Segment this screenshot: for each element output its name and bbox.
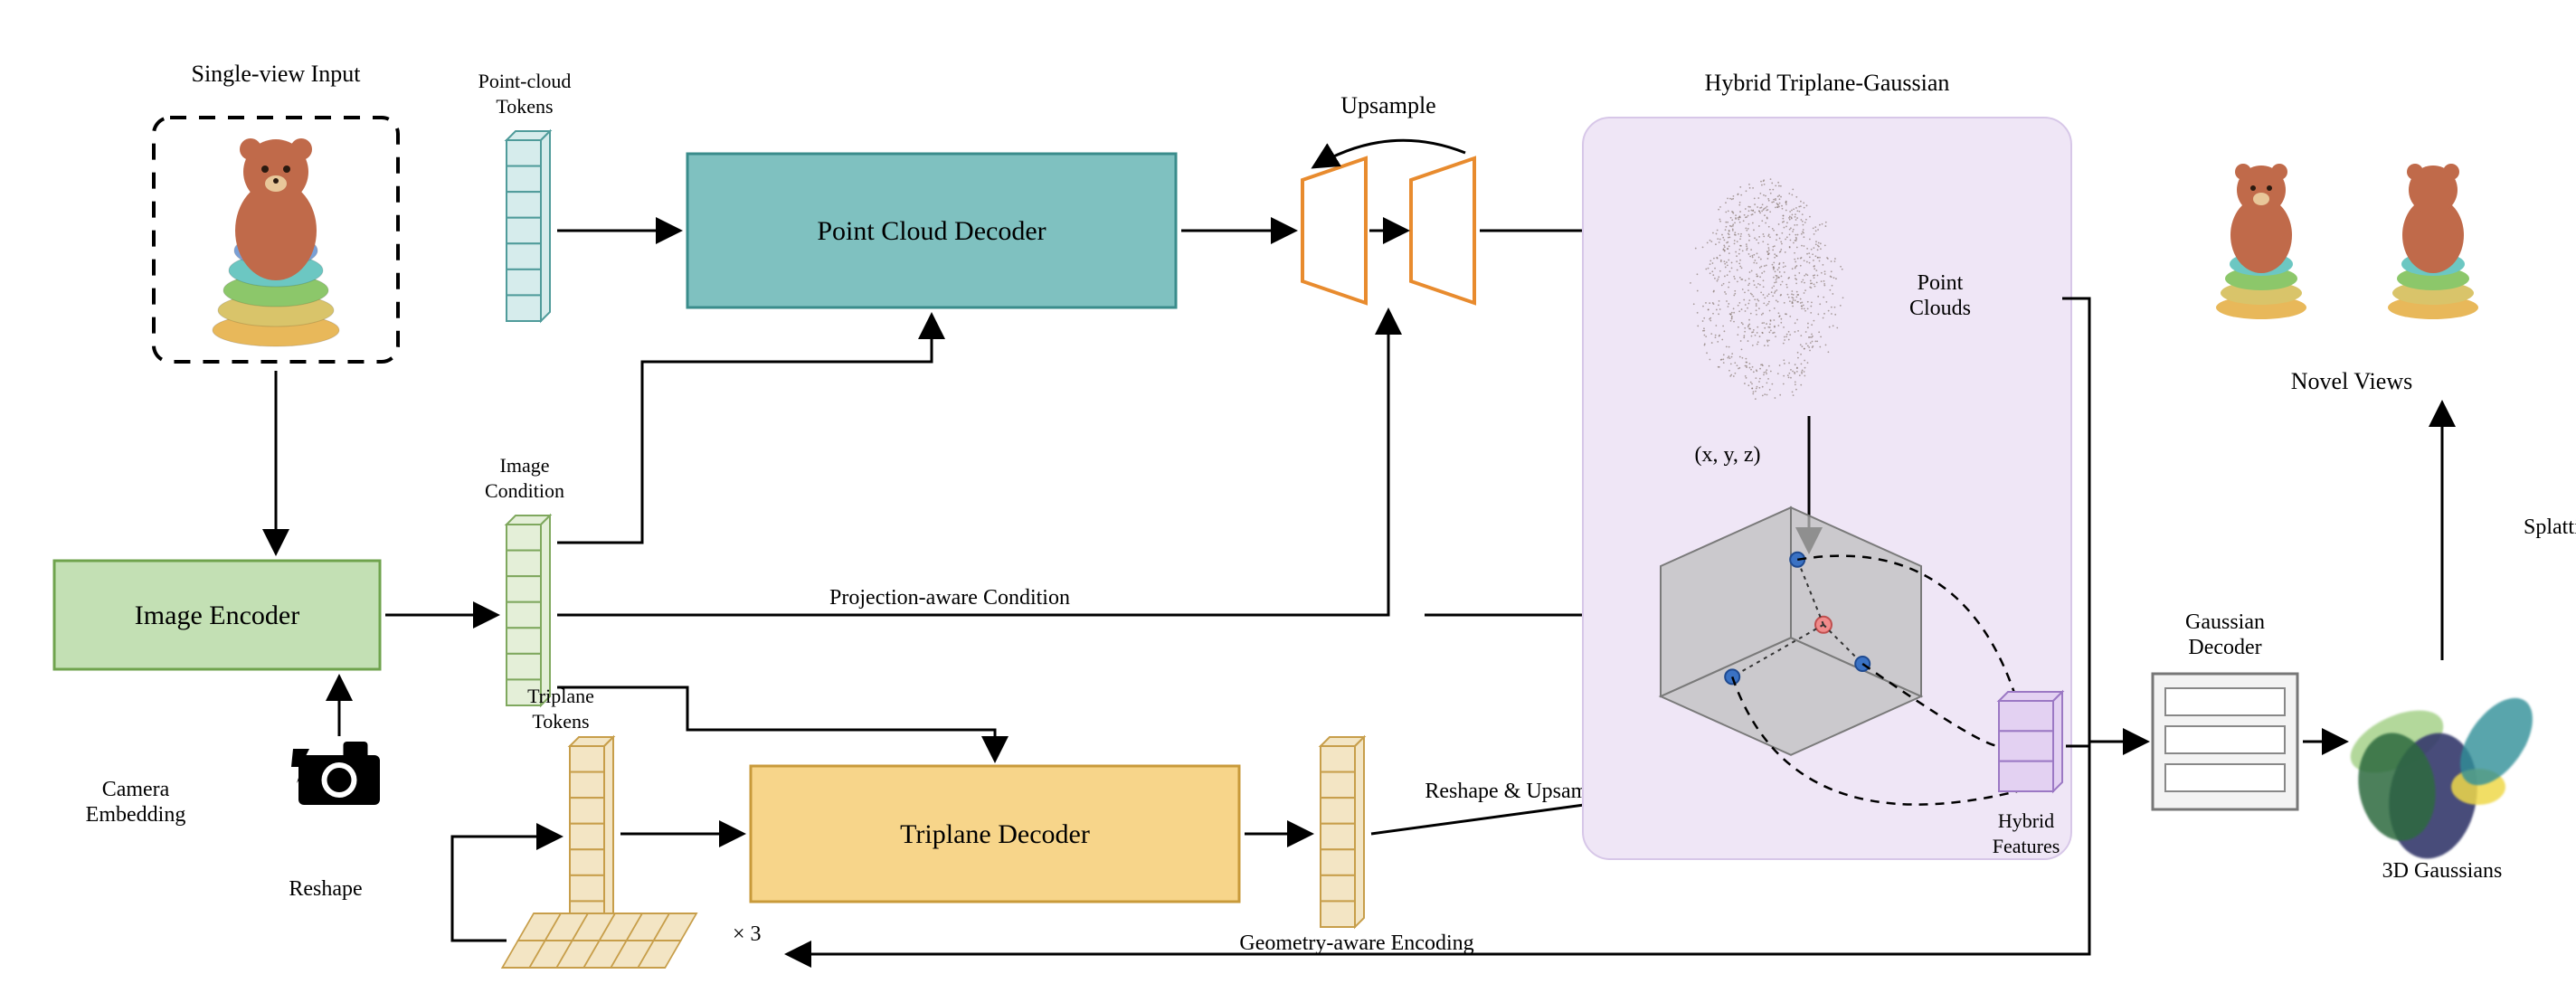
svg-text:Tokens: Tokens — [496, 95, 553, 118]
triplane-decoder-label: Triplane Decoder — [900, 819, 1090, 849]
image-condition-tokens — [507, 515, 550, 705]
projection-aware-label: Projection-aware Condition — [829, 586, 1070, 610]
upsample-trapezoid — [1302, 158, 1366, 303]
geometry-aware-label: Geometry-aware Encoding — [1239, 932, 1473, 955]
svg-text:Embedding: Embedding — [86, 803, 186, 827]
point-cloud-tokens — [507, 131, 550, 321]
triplane-grid — [502, 913, 696, 968]
svg-text:Point-cloud: Point-cloud — [478, 70, 572, 92]
xyz-label: (x, y, z) — [1694, 443, 1760, 467]
svg-text:Decoder: Decoder — [2188, 636, 2261, 659]
svg-text:Tokens: Tokens — [532, 710, 589, 733]
hybrid-tg-label: Hybrid Triplane-Gaussian — [1705, 70, 1950, 96]
svg-text:Hybrid: Hybrid — [1998, 809, 2054, 832]
novel-views-label: Novel Views — [2291, 368, 2412, 394]
pc-decoder-label: Point Cloud Decoder — [817, 216, 1046, 246]
x3-label: × 3 — [733, 922, 762, 946]
svg-text:Point: Point — [1918, 271, 1964, 295]
svg-text:Clouds: Clouds — [1909, 297, 1971, 320]
svg-text:Image: Image — [500, 454, 550, 477]
svg-text:Condition: Condition — [485, 479, 564, 502]
hybrid-features — [1999, 692, 2062, 791]
svg-text:Features: Features — [1993, 835, 2060, 857]
splatting-label: Splatting — [2524, 515, 2576, 539]
reshape-label: Reshape — [289, 877, 362, 901]
upsample-trapezoid — [1411, 158, 1474, 303]
triplane-output-tokens — [1321, 737, 1364, 927]
label-single-view-input: Single-view Input — [191, 61, 361, 87]
upsample-label: Upsample — [1340, 92, 1435, 118]
three-d-gaussians-label: 3D Gaussians — [2382, 859, 2503, 883]
svg-text:Camera: Camera — [102, 778, 170, 801]
image-encoder-label: Image Encoder — [135, 601, 299, 630]
triplane-tokens — [570, 737, 613, 927]
svg-text:Gaussian: Gaussian — [2185, 610, 2265, 634]
